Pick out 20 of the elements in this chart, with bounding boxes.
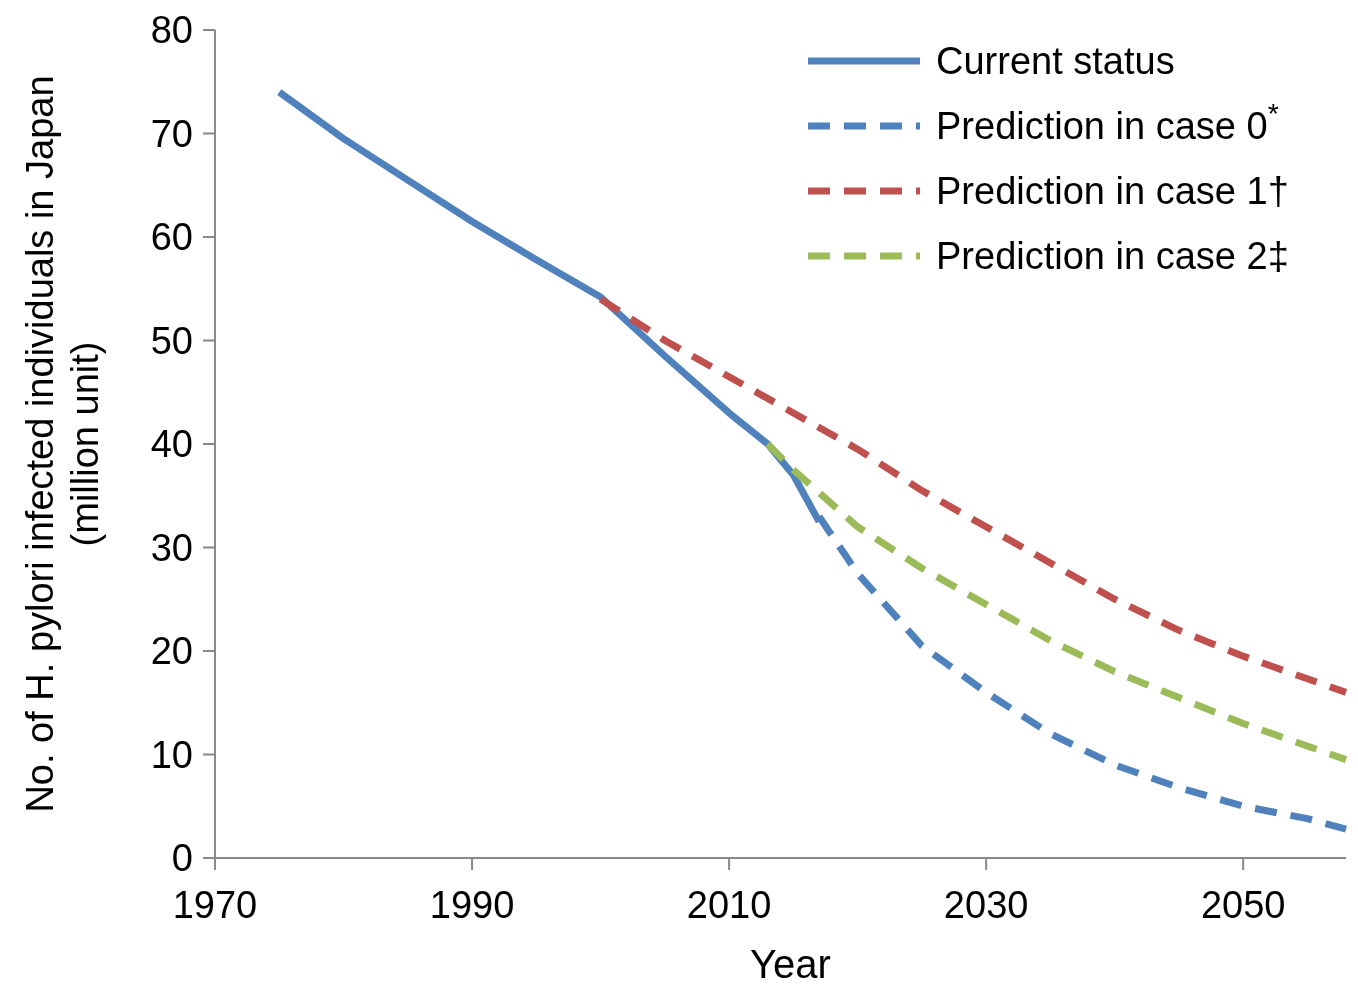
y-tick-label: 60 <box>150 216 193 259</box>
y-tick-label: 50 <box>150 319 193 362</box>
y-tick-label: 30 <box>150 526 193 569</box>
y-tick-label: 70 <box>150 112 193 155</box>
y-tick-label: 80 <box>150 9 193 52</box>
x-tick-label: 1990 <box>429 884 515 926</box>
x-tick-label: 2050 <box>1200 884 1286 926</box>
legend-label: Prediction in case 0$^{*}$ <box>936 97 1279 148</box>
legend-label: Current status <box>936 40 1175 83</box>
legend-label: Prediction in case 2‡ <box>936 235 1289 278</box>
x-tick-label: 2030 <box>943 884 1029 926</box>
x-tick-label: 1970 <box>172 884 258 926</box>
y-axis-title: No. of H. pylori infected individuals in Japan (million unit) <box>19 75 106 813</box>
y-tick-label: 0 <box>171 837 193 880</box>
x-tick-label: 2010 <box>686 884 772 926</box>
x-axis-title: Year <box>750 942 831 986</box>
y-tick-label: 20 <box>150 630 193 673</box>
legend-label: Prediction in case 1† <box>936 170 1289 213</box>
y-tick-label: 10 <box>150 733 193 776</box>
y-tick-label: 40 <box>150 423 193 466</box>
